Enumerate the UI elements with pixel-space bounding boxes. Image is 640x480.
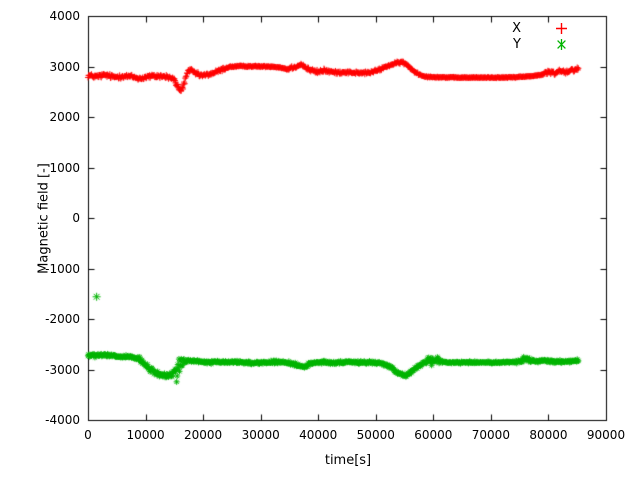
legend-label-x: X bbox=[512, 20, 521, 36]
x-tick-label: 50000 bbox=[356, 428, 395, 442]
y-tick-label: 3000 bbox=[49, 59, 80, 74]
legend-item-x: X bbox=[505, 20, 568, 36]
y-tick-label: -2000 bbox=[45, 312, 80, 326]
legend: X Y bbox=[505, 20, 568, 52]
x-tick-label: 90000 bbox=[586, 428, 626, 442]
x-tick-label: 40000 bbox=[299, 428, 338, 442]
x-tick-label: 10000 bbox=[126, 428, 165, 442]
x-tick-label: 20000 bbox=[184, 428, 223, 442]
legend-label-y: Y bbox=[513, 36, 521, 52]
x-axis-title: time[s] bbox=[324, 453, 372, 468]
y-tick-label: 1000 bbox=[49, 160, 80, 175]
y-tick-label: -3000 bbox=[45, 362, 80, 377]
x-tick-label: 60000 bbox=[414, 428, 453, 442]
x-tick-label: 30000 bbox=[241, 428, 280, 442]
y-tick-label: -1000 bbox=[45, 261, 80, 276]
x-tick-label: 70000 bbox=[471, 428, 510, 442]
y-tick-label: 4000 bbox=[49, 9, 80, 23]
plus-marker-icon bbox=[556, 22, 567, 34]
y-tick-label: 0 bbox=[72, 211, 80, 225]
y-tick-label: -4000 bbox=[45, 413, 80, 427]
y-tick-label: 2000 bbox=[49, 110, 80, 124]
legend-item-y: Y bbox=[505, 36, 568, 52]
x-tick-label: 80000 bbox=[529, 428, 568, 442]
x-tick-label: 0 bbox=[84, 428, 92, 442]
star-marker-icon bbox=[557, 38, 566, 50]
